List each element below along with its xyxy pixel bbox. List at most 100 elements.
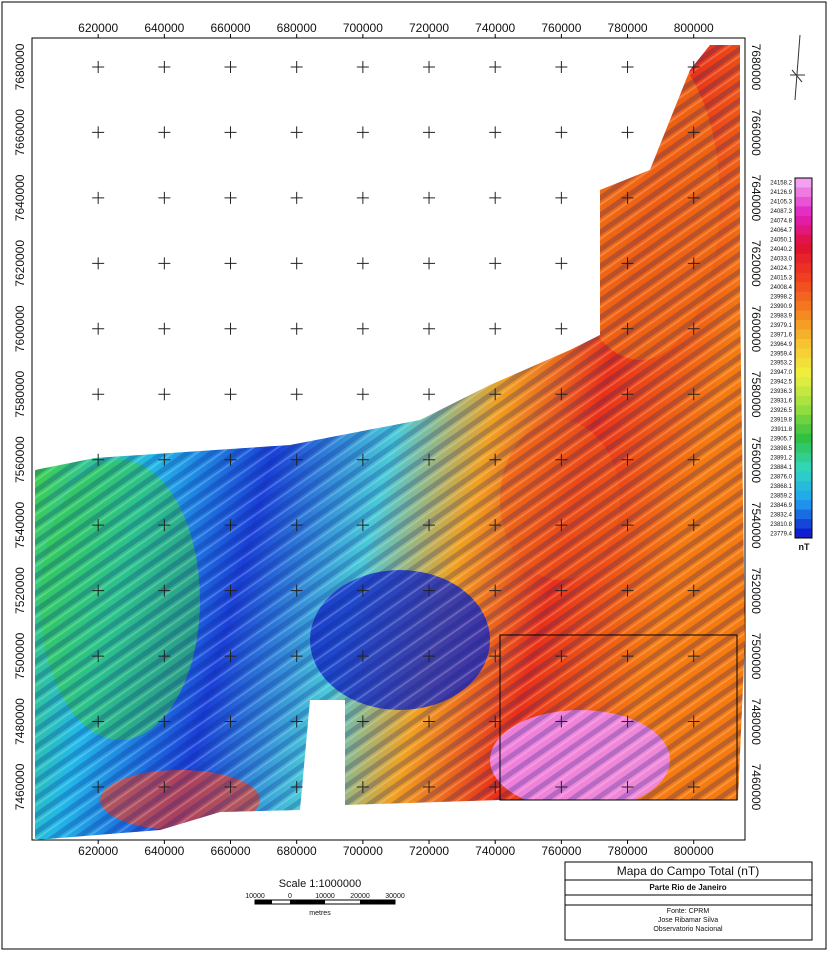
colorbar-label: 23979.1 bbox=[770, 323, 792, 329]
grid-cross bbox=[555, 191, 568, 204]
y-tick-label: 7560000 bbox=[13, 436, 27, 483]
colorbar-swatch bbox=[795, 196, 812, 207]
colorbar-swatch bbox=[795, 452, 812, 463]
colorbar-label: 23964.9 bbox=[770, 342, 792, 348]
colorbar-label: 23953.2 bbox=[770, 361, 792, 367]
grid-cross bbox=[356, 715, 369, 728]
grid-cross bbox=[92, 126, 105, 139]
colorbar-label: 23942.5 bbox=[770, 380, 792, 386]
grid-cross bbox=[489, 191, 502, 204]
grid-cross bbox=[290, 453, 303, 466]
title: Mapa do Campo Total (nT) bbox=[617, 864, 760, 878]
magnetic-field-raster bbox=[35, 45, 745, 840]
y-tick-label: 7480000 bbox=[749, 698, 763, 745]
colorbar-swatch bbox=[795, 405, 812, 416]
colorbar-label: 23779.4 bbox=[770, 531, 792, 537]
colorbar-swatch bbox=[795, 301, 812, 312]
grid-cross bbox=[92, 322, 105, 335]
colorbar-swatch bbox=[795, 471, 812, 482]
colorbar-label: 23884.1 bbox=[770, 465, 792, 471]
grid-cross bbox=[224, 191, 237, 204]
colorbar-label: 23846.9 bbox=[770, 503, 792, 509]
grid-cross bbox=[621, 780, 634, 793]
grid-cross bbox=[621, 453, 634, 466]
colorbar-label: 23911.8 bbox=[771, 427, 793, 433]
colorbar-swatch bbox=[795, 339, 812, 350]
scale-bar-segment bbox=[255, 900, 272, 904]
grid-cross bbox=[158, 453, 171, 466]
x-tick-label: 620000 bbox=[78, 844, 118, 858]
x-tick-label: 640000 bbox=[144, 21, 184, 35]
grid-cross bbox=[489, 715, 502, 728]
grid-cross bbox=[489, 453, 502, 466]
colorbar-swatch bbox=[795, 358, 812, 368]
grid-cross bbox=[158, 322, 171, 335]
grid-cross bbox=[224, 715, 237, 728]
colorbar-swatch bbox=[795, 263, 812, 274]
grid-cross bbox=[224, 780, 237, 793]
colorbar-label: 23931.6 bbox=[770, 399, 792, 405]
colorbar-swatch bbox=[795, 215, 812, 226]
grid-cross bbox=[92, 584, 105, 597]
scale-label: 0 bbox=[288, 893, 292, 900]
colorbar-label: 23859.2 bbox=[770, 493, 792, 499]
y-tick-label: 7540000 bbox=[749, 502, 763, 549]
colorbar-swatch bbox=[795, 386, 812, 397]
grid-cross bbox=[489, 126, 502, 139]
x-tick-label: 800000 bbox=[674, 844, 714, 858]
grid-cross bbox=[356, 780, 369, 793]
scale-bar-segment bbox=[360, 900, 395, 904]
credit: Observatorio Nacional bbox=[653, 926, 723, 933]
grid-cross bbox=[290, 519, 303, 532]
y-tick-label: 7640000 bbox=[13, 174, 27, 221]
colorbar-label: 24064.7 bbox=[770, 228, 792, 234]
grid-cross bbox=[356, 191, 369, 204]
grid-cross bbox=[555, 650, 568, 663]
grid-cross bbox=[92, 715, 105, 728]
x-tick-label: 760000 bbox=[541, 21, 581, 35]
grid-cross bbox=[92, 519, 105, 532]
grid-cross bbox=[92, 650, 105, 663]
grid-cross bbox=[423, 453, 436, 466]
grid-cross bbox=[687, 715, 700, 728]
grid-cross bbox=[158, 650, 171, 663]
x-tick-label: 780000 bbox=[608, 844, 648, 858]
grid-cross bbox=[158, 780, 171, 793]
colorbar-swatch bbox=[795, 225, 812, 236]
grid-cross bbox=[621, 322, 634, 335]
grid-cross bbox=[356, 519, 369, 532]
colorbar-swatch bbox=[795, 272, 812, 283]
grid-cross bbox=[555, 60, 568, 73]
grid-cross bbox=[290, 584, 303, 597]
x-tick-label: 760000 bbox=[541, 844, 581, 858]
grid-cross bbox=[356, 322, 369, 335]
grid-cross bbox=[224, 519, 237, 532]
grid-cross bbox=[224, 388, 237, 401]
colorbar-swatch bbox=[795, 206, 812, 217]
colorbar-swatch bbox=[795, 187, 812, 198]
grid-cross bbox=[555, 584, 568, 597]
grid-cross bbox=[290, 126, 303, 139]
colorbar-swatch bbox=[795, 462, 812, 473]
grid-cross bbox=[555, 257, 568, 270]
colorbar-label: 23905.7 bbox=[770, 437, 792, 443]
y-tick-label: 7680000 bbox=[749, 44, 763, 91]
colorbar-swatch bbox=[795, 433, 812, 444]
colorbar-swatch bbox=[795, 443, 812, 454]
map-frame bbox=[31, 37, 746, 841]
colorbar-swatch bbox=[795, 244, 812, 255]
colorbar-swatch bbox=[795, 348, 812, 359]
colorbar-label: 23876.0 bbox=[770, 474, 792, 480]
y-tick-label: 7600000 bbox=[749, 305, 763, 352]
x-tick-label: 720000 bbox=[409, 21, 449, 35]
grid-cross bbox=[423, 322, 436, 335]
grid-cross bbox=[158, 257, 171, 270]
grid-cross bbox=[356, 126, 369, 139]
colorbar-label: 23983.9 bbox=[770, 313, 792, 319]
colorbar-label: 23832.4 bbox=[770, 512, 792, 518]
y-tick-label: 7520000 bbox=[749, 567, 763, 614]
grid-cross bbox=[356, 453, 369, 466]
colorbar-label: 23936.3 bbox=[770, 389, 792, 395]
grid-cross bbox=[687, 584, 700, 597]
